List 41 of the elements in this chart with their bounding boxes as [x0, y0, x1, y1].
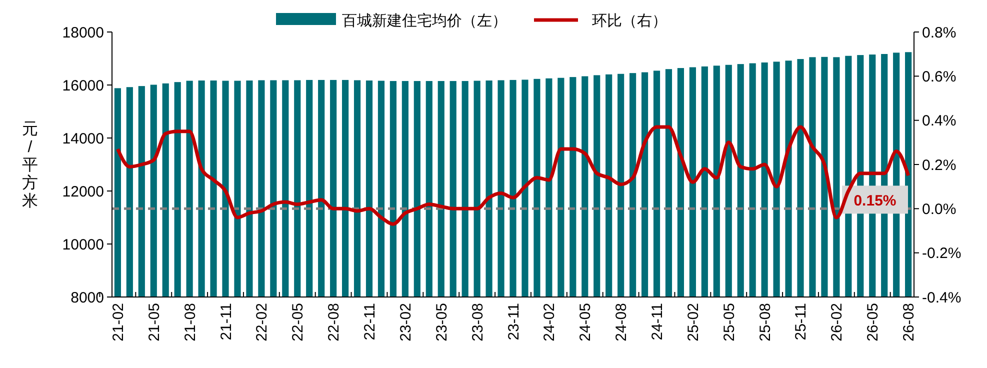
y2-tick-label: 0.4% — [922, 112, 956, 130]
x-tick-label: 21-05 — [146, 303, 163, 342]
x-tick-label: 25-08 — [756, 303, 774, 342]
x-tick-label: 23-02 — [397, 303, 414, 342]
x-tick-label: 22-05 — [290, 303, 307, 342]
y2-tick-label: 0.8% — [922, 24, 956, 42]
line-series — [116, 125, 910, 226]
y-tick-label: 8000 — [70, 289, 104, 306]
x-tick-label: 21-08 — [182, 303, 199, 342]
x-tick-label: 23-11 — [505, 303, 522, 340]
y2-tick-label: 0.2% — [922, 156, 956, 174]
x-tick-label: 24-05 — [577, 303, 594, 342]
x-tick-label: 26-02 — [828, 303, 846, 342]
x-tick-label: 24-08 — [613, 303, 630, 342]
x-tick-label: 25-11 — [792, 303, 810, 340]
x-tick-label: 24-11 — [649, 303, 666, 340]
y-tick-label: 16000 — [62, 77, 104, 94]
x-tick-label: 26-05 — [864, 303, 882, 342]
y2-tick-label: -0.4% — [922, 289, 962, 306]
y-tick-label: 10000 — [62, 236, 104, 254]
x-tick-label: 22-11 — [362, 303, 378, 340]
x-tick-label: 26-08 — [900, 303, 918, 342]
x-tick-label: 24-02 — [541, 303, 558, 342]
y-axis-title: 元/平方米 — [22, 121, 38, 210]
y2-tick-label: 0.6% — [922, 68, 956, 86]
x-tick-label: 21-02 — [110, 303, 127, 342]
x-tick-label: 25-05 — [720, 303, 738, 342]
y2-tick-label: -0.2% — [922, 245, 962, 262]
y-tick-label: 18000 — [62, 24, 104, 42]
y-tick-label: 12000 — [62, 183, 104, 200]
annotation: 0.15% — [854, 192, 896, 210]
y2-tick-label: 0.0% — [922, 200, 956, 218]
x-tick-label: 23-05 — [433, 303, 450, 342]
y-tick-label: 14000 — [62, 130, 104, 148]
x-tick-label: 23-08 — [469, 303, 486, 342]
legend-label: 环比（右） — [592, 12, 667, 30]
x-tick-label: 21-11 — [218, 303, 235, 340]
legend-label: 百城新建住宅均价（左） — [342, 12, 507, 30]
x-tick-label: 25-02 — [684, 303, 702, 342]
x-tick-label: 22-08 — [326, 303, 343, 342]
x-tick-label: 22-02 — [254, 303, 271, 342]
